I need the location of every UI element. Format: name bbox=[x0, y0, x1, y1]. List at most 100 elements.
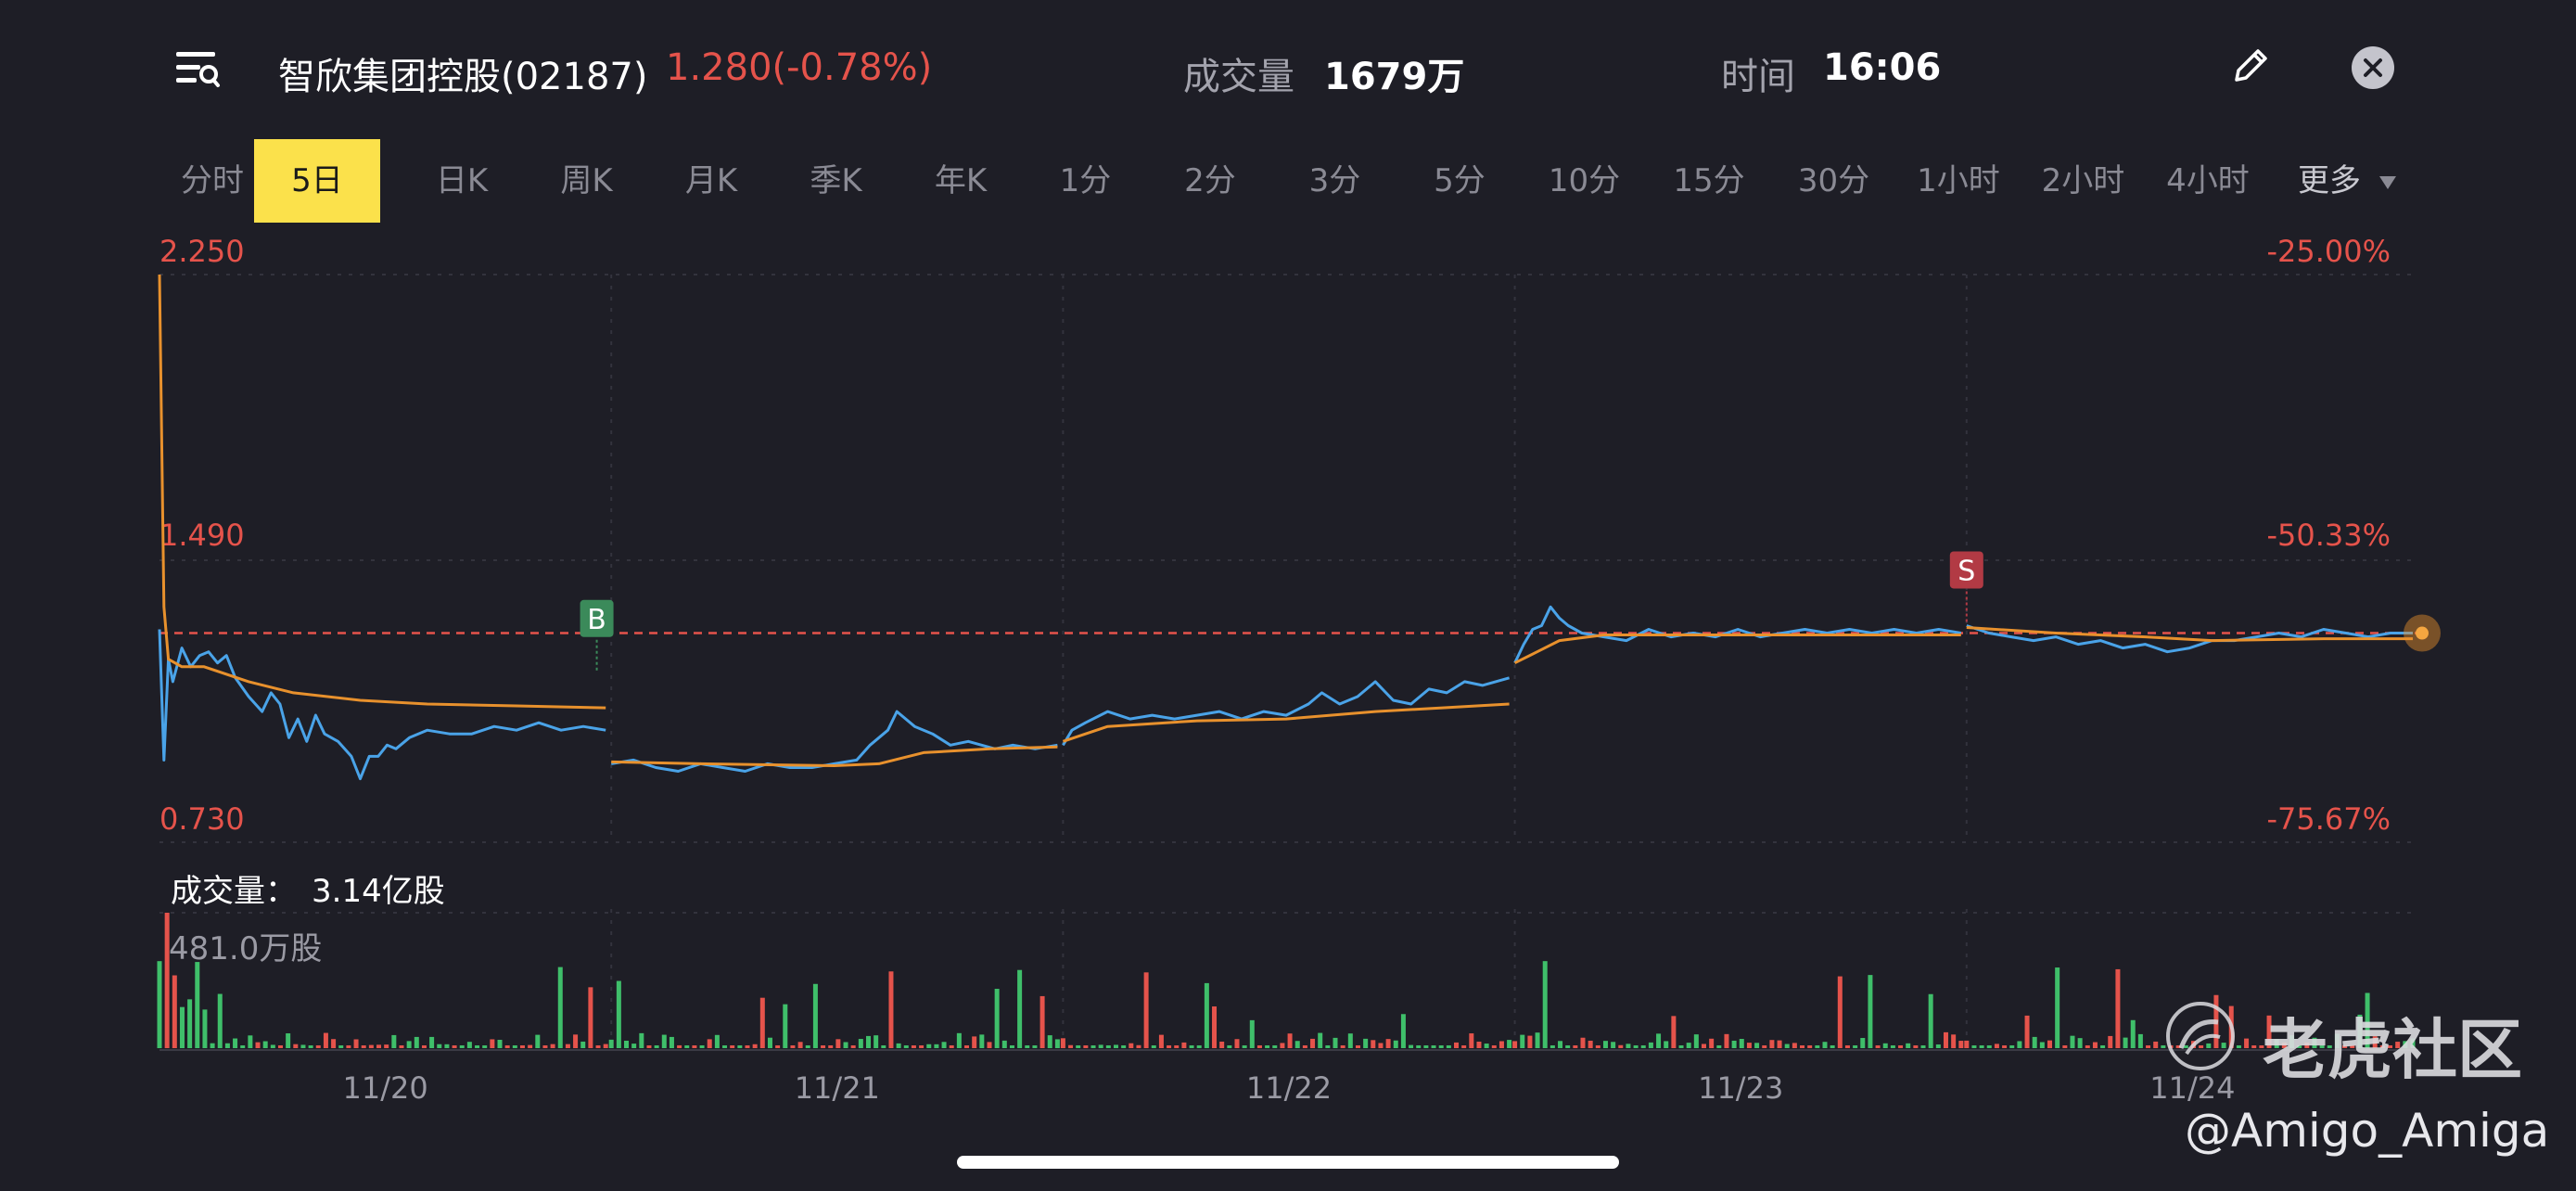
volume-bar-0-27 bbox=[361, 1045, 366, 1048]
volume-bar-1-11 bbox=[692, 1045, 697, 1048]
tab-12[interactable]: 15分 bbox=[1673, 162, 1745, 199]
volume-bar-4-47 bbox=[2319, 1045, 2325, 1048]
volume-bar-2-19 bbox=[1204, 982, 1209, 1048]
volume-bar-3-1 bbox=[1520, 1034, 1525, 1048]
volume-bar-3-2 bbox=[1527, 1035, 1533, 1048]
x-tick-2: 11/22 bbox=[1246, 1070, 1332, 1106]
volume-bar-1-49 bbox=[979, 1034, 985, 1048]
stock-name: 智欣集团控股(02187) bbox=[278, 56, 648, 98]
volume-bar-1-43 bbox=[934, 1044, 939, 1048]
tab-6[interactable]: 年K bbox=[934, 162, 988, 199]
volume-bar-2-14 bbox=[1167, 1044, 1172, 1048]
volume-bar-0-5 bbox=[195, 962, 200, 1048]
marker-S: S bbox=[1949, 551, 1983, 622]
volume-bar-4-34 bbox=[2221, 1043, 2226, 1048]
volume-bar-0-56 bbox=[580, 1041, 586, 1048]
volume-bar-3-13 bbox=[1611, 1042, 1616, 1048]
tab-8[interactable]: 2分 bbox=[1184, 162, 1236, 199]
volume-bar-4-37 bbox=[2244, 1038, 2250, 1048]
menu-search-icon[interactable] bbox=[172, 45, 221, 93]
volume-bar-2-45 bbox=[1400, 1014, 1406, 1048]
tab-0[interactable]: 分时 bbox=[181, 162, 244, 199]
volume-bar-0-33 bbox=[406, 1041, 412, 1048]
tab-2[interactable]: 日K bbox=[435, 162, 489, 199]
tab-3[interactable]: 周K bbox=[560, 162, 613, 199]
volume-bar-3-42 bbox=[1830, 1045, 1835, 1048]
tab-7[interactable]: 1分 bbox=[1059, 162, 1112, 199]
tab-5[interactable]: 季K bbox=[810, 162, 862, 199]
volume-bar-4-45 bbox=[2304, 1043, 2310, 1048]
volume-bar-4-44 bbox=[2297, 1045, 2302, 1048]
avg-line-day-4 bbox=[1966, 626, 2413, 643]
volume-bar-2-46 bbox=[1409, 1044, 1414, 1048]
volume-bar-0-25 bbox=[346, 1045, 351, 1048]
close-icon[interactable] bbox=[2352, 46, 2394, 89]
volume-bar-1-37 bbox=[888, 971, 894, 1048]
tab-13[interactable]: 30分 bbox=[1797, 162, 1870, 199]
volume-bar-0-16 bbox=[277, 1045, 283, 1048]
volume-bar-2-31 bbox=[1294, 1041, 1300, 1048]
volume-bar-0-34 bbox=[414, 1036, 419, 1048]
volume-bar-0-39 bbox=[452, 1045, 457, 1048]
volume-bar-2-1 bbox=[1068, 1044, 1074, 1048]
volume-bar-2-29 bbox=[1280, 1043, 1285, 1048]
volume-bar-3-47 bbox=[1868, 975, 1873, 1048]
tab-14[interactable]: 1小时 bbox=[1917, 162, 2000, 199]
volume-bar-4-2 bbox=[1979, 1045, 1984, 1048]
more-button[interactable]: 更多 bbox=[2298, 139, 2396, 223]
volume-bar-3-33 bbox=[1762, 1045, 1767, 1048]
volume-bar-2-58 bbox=[1498, 1041, 1504, 1048]
volume-bar-1-9 bbox=[677, 1044, 682, 1048]
volume-bar-3-56 bbox=[1935, 1044, 1941, 1048]
volume-bar-0-15 bbox=[270, 1044, 275, 1048]
volume-bar-0-22 bbox=[323, 1032, 328, 1048]
volume-bar-1-14 bbox=[714, 1034, 720, 1048]
volume-bar-2-23 bbox=[1234, 1039, 1240, 1048]
volume-bar-4-17 bbox=[2092, 1042, 2098, 1048]
volume-bar-1-21 bbox=[767, 1037, 772, 1048]
volume-bar-4-14 bbox=[2070, 1035, 2075, 1048]
tab-10[interactable]: 5分 bbox=[1434, 162, 1486, 199]
tab-16[interactable]: 4小时 bbox=[2166, 162, 2250, 199]
avg-line-day-0 bbox=[158, 274, 606, 710]
volume-bar-0-3 bbox=[179, 1006, 185, 1048]
pencil-icon[interactable] bbox=[2227, 43, 2274, 89]
volume-bar-1-10 bbox=[684, 1045, 690, 1048]
tab-11[interactable]: 10分 bbox=[1548, 162, 1621, 199]
volume-bar-0-0 bbox=[157, 961, 162, 1048]
tab-4[interactable]: 月K bbox=[684, 162, 738, 199]
volume-bar-3-36 bbox=[1784, 1044, 1790, 1048]
volume-bar-0-9 bbox=[224, 1043, 230, 1048]
home-indicator[interactable] bbox=[957, 1156, 1619, 1169]
volume-bar-3-20 bbox=[1664, 1041, 1669, 1048]
volume-bar-2-4 bbox=[1090, 1045, 1096, 1048]
tab-15[interactable]: 2小时 bbox=[2041, 162, 2125, 199]
volume-bar-1-56 bbox=[1032, 1045, 1038, 1048]
volume-bar-0-17 bbox=[286, 1033, 291, 1048]
volume-bar-2-20 bbox=[1212, 1006, 1218, 1048]
x-tick-4: 11/24 bbox=[2149, 1070, 2235, 1106]
volume-bar-3-44 bbox=[1844, 1045, 1850, 1048]
tab-9[interactable]: 3分 bbox=[1308, 162, 1361, 199]
volume-bar-0-48 bbox=[519, 1045, 525, 1048]
volume-bar-3-0 bbox=[1512, 1041, 1518, 1048]
time-value: 16:06 bbox=[1823, 46, 1942, 89]
volume-bar-1-26 bbox=[805, 1045, 810, 1048]
volume-bar-3-5 bbox=[1549, 1045, 1555, 1048]
marker-label-S: S bbox=[1958, 555, 1975, 587]
volume-bar-1-59 bbox=[1054, 1039, 1060, 1048]
volume-bar-3-17 bbox=[1640, 1045, 1646, 1048]
volume-bar-4-31 bbox=[2199, 1045, 2204, 1048]
volume-bar-2-17 bbox=[1189, 1045, 1194, 1048]
volume-bar-3-52 bbox=[1906, 1043, 1911, 1048]
y-right-tick-0: -25.00% bbox=[2266, 234, 2391, 269]
volume-bar-1-47 bbox=[964, 1045, 970, 1048]
volume-bar-3-58 bbox=[1951, 1034, 1957, 1048]
volume-bar-4-4 bbox=[1994, 1044, 1999, 1048]
volume-bar-3-48 bbox=[1875, 1045, 1881, 1048]
tab-1[interactable]: 5日 bbox=[254, 139, 380, 223]
volume-bar-2-53 bbox=[1461, 1045, 1467, 1048]
volume-bar-2-0 bbox=[1060, 1038, 1065, 1048]
price-line-day-0 bbox=[158, 629, 606, 781]
marker-box-S bbox=[1949, 551, 1983, 589]
